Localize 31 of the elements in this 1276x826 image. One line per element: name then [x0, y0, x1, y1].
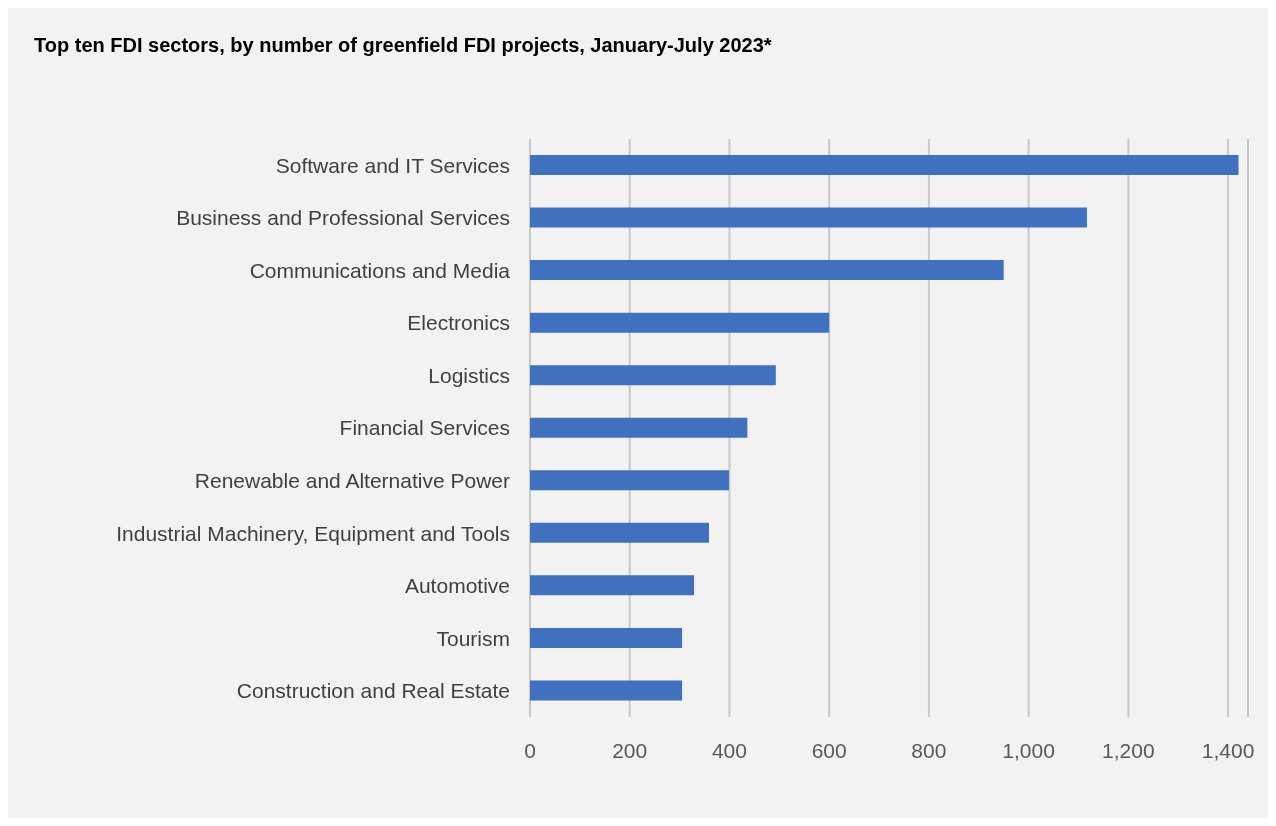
bar	[530, 260, 1004, 281]
bar	[530, 207, 1087, 228]
x-tick-label: 1,000	[1002, 738, 1055, 762]
bar	[530, 575, 695, 596]
bar	[530, 680, 683, 701]
y-tick-label: Communications and Media	[249, 258, 511, 282]
x-tick-label: 0	[524, 738, 536, 762]
y-tick-label: Electronics	[407, 311, 510, 335]
x-tick-label: 1,400	[1201, 738, 1255, 762]
bar	[530, 417, 748, 438]
x-tick-label: 200	[612, 738, 648, 762]
y-tick-label: Renewable and Alternative Power	[194, 469, 510, 492]
y-tick-label: Financial Services	[339, 416, 510, 440]
bar	[530, 312, 830, 333]
y-tick-label: Industrial Machinery, Equipment and Tools	[116, 521, 510, 545]
chart-title: Top ten FDI sectors, by number of greenfield FDI projects, January-July 2023*	[34, 34, 772, 57]
y-tick-label: Tourism	[436, 626, 510, 650]
bar	[530, 470, 729, 491]
x-tick-label: 1,200	[1102, 738, 1155, 762]
y-tick-label: Automotive	[404, 574, 510, 598]
y-tick-label: Business and Professional Services	[176, 206, 510, 230]
x-tick-label: 600	[811, 738, 847, 762]
bar	[530, 627, 683, 648]
bar	[530, 522, 709, 543]
bar	[530, 365, 776, 386]
y-tick-label: Software and IT Services	[275, 153, 510, 177]
y-tick-label: Construction and Real Estate	[236, 679, 510, 703]
bar	[530, 155, 1239, 175]
x-tick-label: 400	[711, 738, 747, 762]
y-tick-label: Logistics	[428, 363, 510, 387]
x-tick-label: 800	[911, 738, 947, 762]
